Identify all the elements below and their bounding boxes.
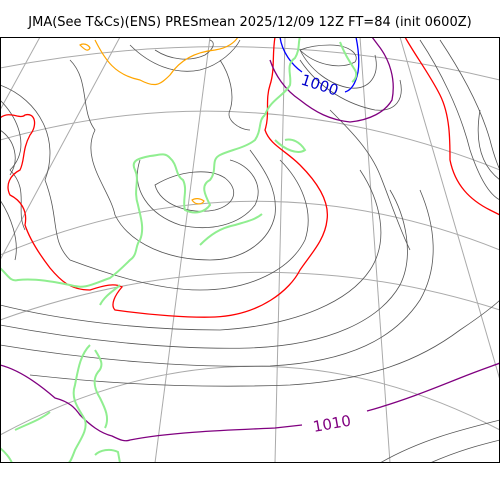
isobar <box>404 37 500 216</box>
isobar-1000 <box>279 37 303 73</box>
isobar <box>299 44 357 67</box>
isobar <box>79 43 91 51</box>
map-frame <box>0 37 500 463</box>
longitude-line <box>0 37 41 111</box>
isobar <box>29 299 500 387</box>
latitude-line <box>0 271 500 321</box>
coastline-segment <box>0 447 13 463</box>
isobar <box>329 109 411 251</box>
coastline <box>0 37 358 463</box>
isobar-label-1000: 1000 <box>299 71 341 100</box>
isobars-orange <box>79 37 239 205</box>
isobar <box>0 99 26 231</box>
isobar <box>94 37 239 86</box>
isobar-label-1010: 1010 <box>312 412 353 436</box>
isobar <box>0 199 17 261</box>
latitude-line <box>0 200 500 256</box>
coastline-segment <box>199 213 263 246</box>
isobar <box>269 37 394 123</box>
coastline-segment <box>67 344 91 463</box>
coastline-segment <box>14 411 51 431</box>
map-title: JMA(See T&Cs)(ENS) PRESmean 2025/12/09 1… <box>28 15 472 30</box>
isobar <box>154 171 235 212</box>
coastline-segment <box>99 284 121 306</box>
isobar <box>137 159 259 228</box>
coastline-segment <box>264 37 301 116</box>
isobar <box>429 439 500 463</box>
isobar <box>154 39 214 60</box>
latitude-line <box>0 46 500 81</box>
coastline-segment <box>0 114 266 288</box>
longitude-line <box>154 37 211 463</box>
isobar <box>439 39 500 171</box>
isobars-purple <box>0 37 500 442</box>
isobar <box>299 59 402 111</box>
coastline-segment <box>339 41 358 83</box>
isobar-1010 <box>0 364 303 442</box>
coastline-segment <box>94 448 121 463</box>
isobar <box>379 419 500 463</box>
isobar <box>299 49 377 89</box>
isobar <box>0 189 408 349</box>
isobar-1000 <box>344 37 360 93</box>
latitude-line <box>0 110 500 171</box>
isobar <box>0 129 16 176</box>
isobar <box>219 59 251 131</box>
coastline-segment <box>93 349 109 429</box>
isobar <box>477 109 500 181</box>
isobars-blue <box>279 37 360 93</box>
isobars-grey <box>0 39 500 463</box>
isobar <box>0 84 309 291</box>
isobar <box>191 198 205 205</box>
isobar-1010 <box>366 362 500 412</box>
longitude-line <box>274 37 286 463</box>
isobars-red <box>0 37 500 318</box>
longitude-line <box>359 37 391 463</box>
isobar <box>419 39 500 201</box>
isobar <box>0 169 382 331</box>
isobar <box>0 189 434 367</box>
longitude-line <box>399 37 500 381</box>
isobar <box>129 39 241 72</box>
coastline-segment <box>274 138 307 153</box>
isobar <box>0 37 329 318</box>
isobar <box>69 59 276 261</box>
longitude-line <box>0 37 121 261</box>
